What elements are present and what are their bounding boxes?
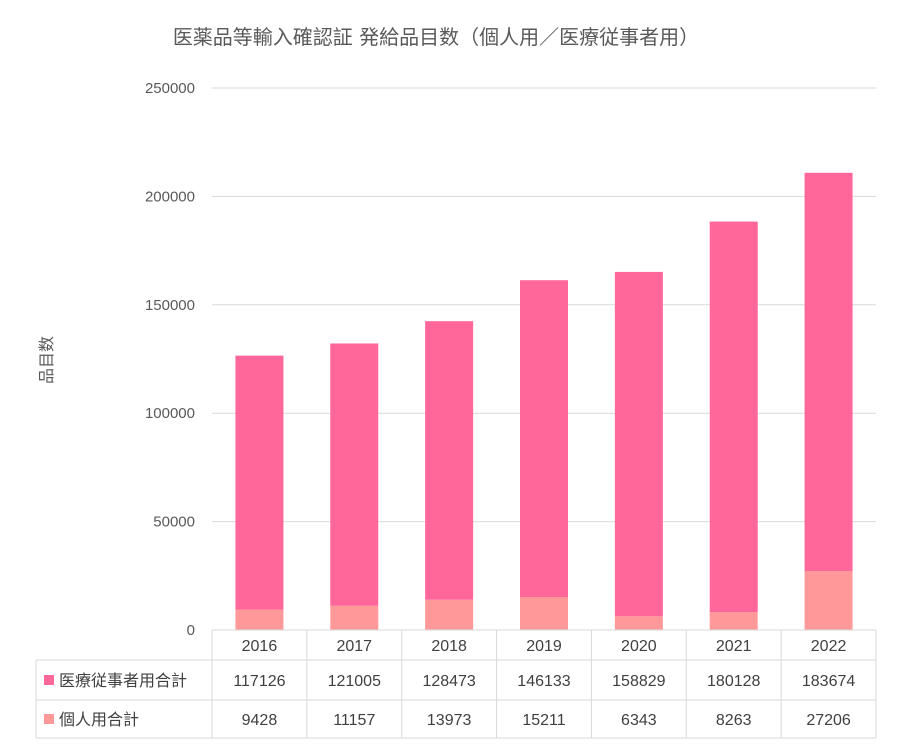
legend-label: 医療従事者用合計 [59, 671, 187, 690]
y-tick-label: 250000 [145, 80, 195, 97]
data-label: 15211 [522, 712, 565, 729]
bar-segment [804, 172, 853, 572]
data-label: 183674 [802, 673, 855, 690]
bar-segment [520, 280, 568, 598]
bar-segment [614, 271, 663, 617]
legend-swatch [44, 675, 54, 685]
data-label: 9428 [242, 712, 278, 729]
x-tick-label: 2018 [431, 638, 467, 655]
bar-segment [235, 609, 284, 630]
bar-segment [330, 605, 379, 630]
data-label: 11157 [333, 712, 375, 729]
y-tick-label: 150000 [145, 297, 195, 314]
y-axis-label: 品目数 [37, 336, 56, 384]
data-table: 2016 2017 2018 2019 2020 2021 2022 医療従事者用合計 1171… [35, 629, 877, 739]
legend-label: 個人用合計 [59, 710, 139, 729]
y-tick-label: 200000 [145, 188, 195, 205]
x-tick-label: 2022 [811, 638, 847, 655]
x-tick-label: 2017 [336, 638, 372, 655]
data-label: 6343 [621, 712, 657, 729]
data-label: 158829 [612, 673, 665, 690]
data-label: 13973 [427, 712, 472, 729]
y-tick-label: 0 [187, 622, 195, 639]
bar-segment [709, 221, 758, 613]
data-label: 146133 [517, 673, 570, 690]
x-tick-label: 2019 [526, 638, 562, 655]
legend-swatch [44, 714, 54, 724]
y-axis-ticks: 0 50000 100000 150000 200000 250000 [145, 80, 195, 639]
bar-segment [425, 599, 474, 630]
chart-title: 医薬品等輸入確認証 発給品目数（個人用／医療従事者用） [173, 25, 699, 49]
data-label: 128473 [422, 673, 475, 690]
data-label: 8263 [716, 712, 752, 729]
x-tick-label: 2021 [716, 638, 752, 655]
bar-segment [235, 355, 284, 610]
bar-segment [709, 612, 758, 630]
data-label: 121005 [328, 673, 381, 690]
x-tick-label: 2020 [621, 638, 657, 655]
x-tick-label: 2016 [242, 638, 278, 655]
y-tick-label: 100000 [145, 405, 195, 422]
bar-segment [520, 597, 568, 630]
bar-segment [614, 616, 663, 630]
data-label: 180128 [707, 673, 760, 690]
bar-segment [425, 321, 474, 600]
y-tick-label: 50000 [153, 514, 195, 531]
data-label: 117126 [233, 673, 285, 690]
bars [235, 172, 853, 630]
bar-segment [330, 343, 379, 606]
bar-segment [804, 571, 853, 630]
data-label: 27206 [806, 712, 851, 729]
